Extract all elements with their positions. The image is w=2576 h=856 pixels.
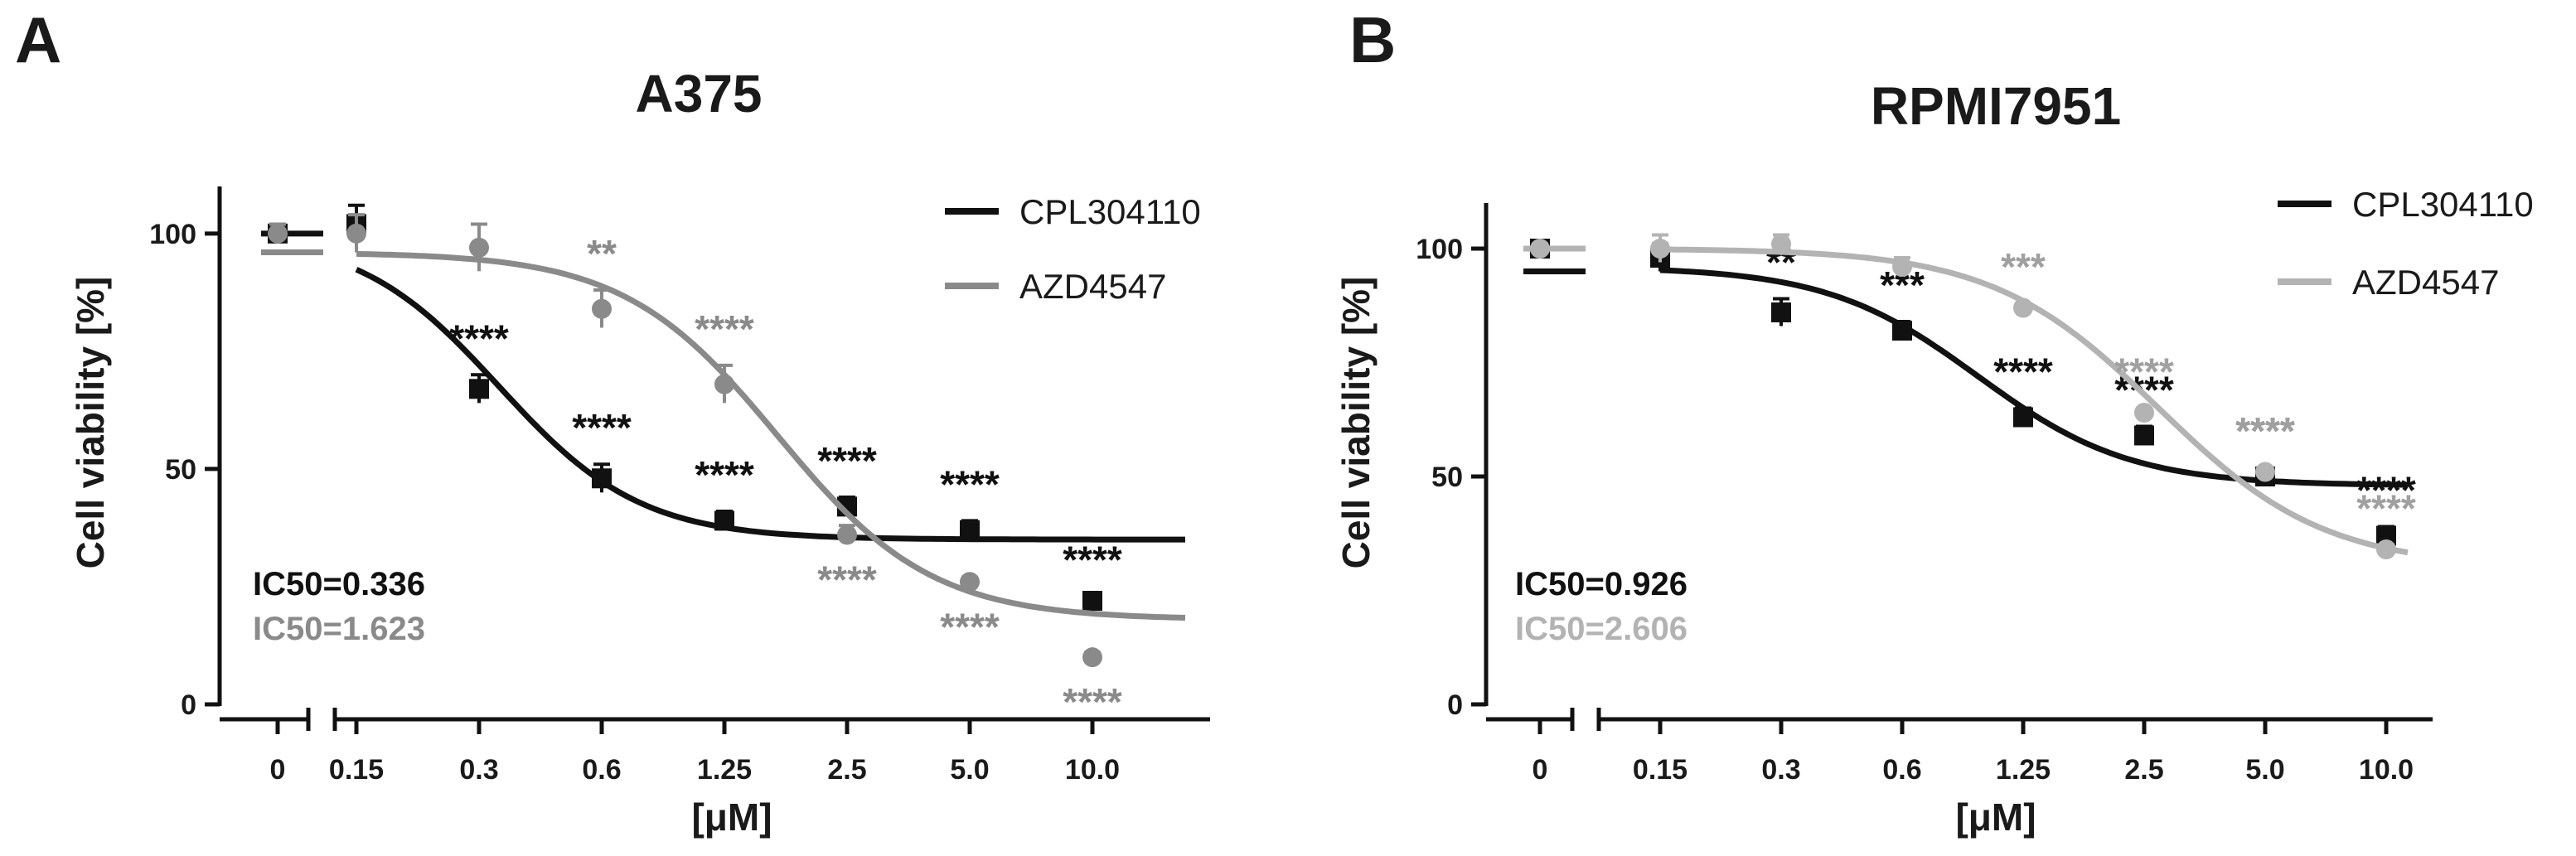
- panel-b-x-tick-label-2: 0.3: [1761, 754, 1800, 786]
- panel-a-y-axis-title: Cell viability [%]: [69, 277, 112, 569]
- panel-b-x-tick-label-1: 0.15: [1633, 754, 1687, 786]
- panel-b-point-azd4547-5: [2134, 403, 2154, 423]
- panel-a-x-tick-label-3: 0.6: [582, 754, 621, 786]
- panel-b-significance-azd4547-5: ****: [2114, 351, 2174, 394]
- panel-a-significance-azd4547-4: ****: [695, 307, 754, 351]
- panel-a-legend-label-azd4547: AZD4547: [1019, 267, 1166, 306]
- panel-b-point-azd4547-1: [1650, 239, 1670, 259]
- panel-b-title: RPMI7951: [1871, 76, 2121, 136]
- panel-a-y-tick-label-50: 50: [165, 454, 196, 486]
- panel-a-significance-cpl304110-6: ****: [940, 462, 1000, 505]
- panel-a-point-azd4547-1: [346, 223, 366, 244]
- panel-a-x-tick-label-4: 1.25: [697, 754, 752, 786]
- panel-b-significance-cpl304110-6: ****: [2235, 409, 2295, 452]
- panel-a-significance-cpl304110-7: ****: [1063, 538, 1122, 581]
- panel-b-legend: CPL304110 AZD4547: [2278, 185, 2534, 302]
- panel-a-fit-curve-azd4547: [356, 250, 1186, 621]
- panel-b-fit-curve-cpl304110: [1659, 267, 2409, 488]
- panel-a-point-azd4547-7: [1082, 647, 1102, 668]
- panel-b-point-azd4547-2: [1771, 234, 1791, 254]
- panel-b-y-tick-label-0: 0: [1447, 689, 1463, 721]
- panel-a-significance-azd4547-3: **: [587, 232, 617, 275]
- panel-a-significance-cpl304110-5: ****: [817, 439, 877, 482]
- panel-a-point-azd4547-0: [268, 223, 288, 244]
- panel-b-legend-label-cpl304110: CPL304110: [2352, 185, 2534, 224]
- panel-a-significance-cpl304110-2: ****: [449, 317, 509, 360]
- panel-a-ic50-cpl304110: IC50=0.336: [253, 566, 425, 602]
- panel-b-point-cpl304110-2: [1771, 302, 1791, 322]
- panel-a-fit-curve-cpl304110: [355, 267, 1185, 543]
- panel-a-ic50-azd4547: IC50=1.623: [253, 611, 425, 647]
- panel-b-point-azd4547-3: [1892, 257, 1912, 277]
- panel-b-point-cpl304110-3: [1892, 321, 1912, 341]
- panel-a-significance-cpl304110-3: ****: [572, 406, 632, 449]
- panel-a-label: A: [15, 3, 61, 76]
- panel-a-point-cpl304110-6: [960, 520, 980, 540]
- panel-a-point-cpl304110-7: [1082, 591, 1102, 611]
- panel-a-significance-azd4547-5: ****: [817, 558, 877, 601]
- panel-b-x-tick-label-3: 0.6: [1882, 754, 1921, 786]
- panel-a-x-axis-title: [μM]: [691, 796, 772, 839]
- panel-b-point-azd4547-6: [2255, 462, 2275, 482]
- panel-a-x-tick-label-5: 2.5: [827, 754, 866, 786]
- panel-a-point-azd4547-5: [837, 525, 857, 545]
- panel-b-fit-curve-azd4547: [1660, 246, 2409, 556]
- panel-a-point-azd4547-6: [960, 572, 980, 592]
- panel-b-legend-label-azd4547: AZD4547: [2352, 263, 2499, 302]
- panel-b-x-tick-label-7: 10.0: [2359, 754, 2414, 786]
- panel-a-point-cpl304110-2: [469, 379, 489, 399]
- panel-b-y-axis-title: Cell viability [%]: [1334, 277, 1378, 569]
- panel-b-x-tick-label-0: 0: [1533, 754, 1548, 786]
- panel-a-significance-azd4547-6: ****: [940, 605, 1000, 648]
- panel-b-significance-cpl304110-7: ****: [2356, 469, 2416, 512]
- panel-b-point-azd4547-4: [2013, 297, 2033, 318]
- panel-b-point-cpl304110-5: [2134, 425, 2154, 446]
- panel-b-x-tick-label-5: 2.5: [2124, 754, 2163, 786]
- panel-a-significance-cpl304110-4: ****: [695, 453, 754, 496]
- panel-a-x-tick-label-1: 0.15: [329, 754, 384, 786]
- panel-b-x-tick-label-4: 1.25: [1996, 754, 2051, 786]
- panel-b-x-axis-title: [μM]: [1955, 796, 2036, 839]
- panel-a-legend-label-cpl304110: CPL304110: [1019, 192, 1201, 231]
- panel-a-x-tick-label-0: 0: [270, 754, 286, 786]
- panel-b-label: B: [1349, 3, 1396, 76]
- panel-a-point-azd4547-4: [714, 374, 734, 394]
- panel-a-title: A375: [636, 64, 763, 123]
- panel-b-ic50-azd4547: IC50=2.606: [1515, 611, 1687, 647]
- panel-b-ic50-cpl304110: IC50=0.926: [1515, 566, 1687, 602]
- panel-b-point-cpl304110-4: [2013, 407, 2033, 428]
- panel-a-x-tick-label-2: 0.3: [459, 754, 498, 786]
- panel-b-y-tick-label-100: 100: [1416, 234, 1463, 265]
- panel-a-x-tick-label-6: 5.0: [950, 754, 989, 786]
- panel-b-significance-azd4547-7: ****: [2356, 487, 2416, 530]
- panel-a-point-azd4547-3: [592, 298, 612, 319]
- panel-a-legend: CPL304110 AZD4547: [945, 192, 1201, 306]
- panel-b: B RPMI7951 Cell viability [%] [μM] CPL30…: [1334, 3, 2534, 839]
- panel-a-y-tick-label-0: 0: [181, 689, 196, 721]
- panel-b-significance-azd4547-6: ****: [2235, 409, 2295, 452]
- panel-a-significance-azd4547-7: ****: [1063, 680, 1122, 723]
- panel-b-point-azd4547-7: [2376, 539, 2396, 559]
- panel-b-x-tick-label-6: 5.0: [2245, 754, 2284, 786]
- panel-b-point-azd4547-0: [1530, 239, 1550, 259]
- panel-a-x-tick-label-7: 10.0: [1065, 754, 1120, 786]
- panel-a-y-tick-label-100: 100: [149, 219, 196, 250]
- panel-b-y-tick-label-50: 50: [1431, 462, 1463, 493]
- panel-b-significance-azd4547-4: ***: [2001, 245, 2046, 288]
- panel-a: A A375 Cell viability [%] [μM] CPL304110…: [15, 3, 1210, 839]
- panel-a-point-cpl304110-3: [592, 468, 612, 489]
- panel-a-point-azd4547-2: [469, 237, 489, 258]
- panel-a-point-cpl304110-4: [714, 510, 734, 531]
- panel-b-significance-cpl304110-4: ****: [1993, 351, 2053, 394]
